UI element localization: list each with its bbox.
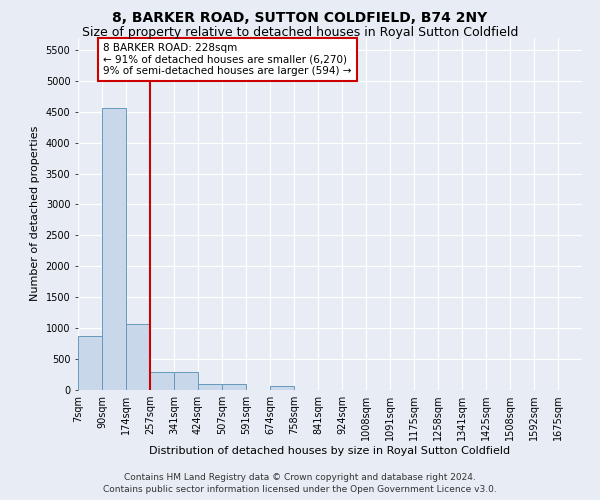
Bar [78,336,101,390]
Text: 8, BARKER ROAD, SUTTON COLDFIELD, B74 2NY: 8, BARKER ROAD, SUTTON COLDFIELD, B74 2N… [112,11,488,25]
Bar [102,108,125,390]
Text: Size of property relative to detached houses in Royal Sutton Coldfield: Size of property relative to detached ho… [82,26,518,39]
Bar [198,384,221,390]
Bar [222,384,245,390]
Text: Contains HM Land Registry data © Crown copyright and database right 2024.
Contai: Contains HM Land Registry data © Crown c… [103,472,497,494]
Bar [270,386,293,390]
Text: 8 BARKER ROAD: 228sqm
← 91% of detached houses are smaller (6,270)
9% of semi-de: 8 BARKER ROAD: 228sqm ← 91% of detached … [103,43,352,76]
Bar [174,372,198,390]
Bar [126,324,150,390]
Y-axis label: Number of detached properties: Number of detached properties [30,126,40,302]
Bar [150,372,173,390]
X-axis label: Distribution of detached houses by size in Royal Sutton Coldfield: Distribution of detached houses by size … [149,446,511,456]
